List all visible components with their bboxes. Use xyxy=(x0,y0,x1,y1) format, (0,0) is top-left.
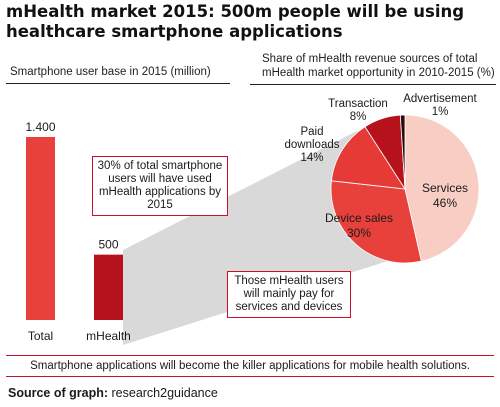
pie-chart-subtitle: Share of mHealth revenue sources of tota… xyxy=(262,53,495,79)
bar-value-label-total: 1.400 xyxy=(25,120,55,134)
source-value: research2guidance xyxy=(111,386,218,400)
pie-value-device-sales: 30% xyxy=(347,226,371,240)
funnel-connector xyxy=(123,131,391,345)
pie-subtitle-rule xyxy=(250,84,496,85)
pie-label-device-sales: Device sales xyxy=(325,211,393,225)
pie-value-advertisement: 1% xyxy=(432,106,449,118)
chart-title: mHealth market 2015: 500m people will be… xyxy=(6,2,465,41)
pie-label-services: Services xyxy=(422,181,468,195)
bar-value-label-mhealth: 500 xyxy=(98,238,118,252)
pie-slice-device-sales xyxy=(330,180,422,264)
pie-slice-services xyxy=(404,114,480,262)
callout-payment: Those mHealth users will mainly pay for … xyxy=(227,271,351,318)
source-line: Source of graph: research2guidance xyxy=(8,386,218,400)
source-label: Source of graph: xyxy=(8,386,109,400)
pie-label-paid-downloads-line1: Paid xyxy=(300,126,323,138)
pie-label-paid-downloads-line2: downloads xyxy=(285,139,340,151)
bar-subtitle-rule xyxy=(6,83,230,84)
pie-label-transaction: Transaction xyxy=(328,98,388,110)
bar-mhealth xyxy=(94,254,123,320)
pie-value-paid-downloads: 14% xyxy=(300,152,323,164)
callout-mhealth-share: 30% of total smartphone users will have … xyxy=(92,156,228,216)
pie-slice-advertisement xyxy=(399,114,406,190)
bar-chart-subtitle: Smartphone user base in 2015 (million) xyxy=(10,66,211,78)
bar-category-label-mhealth: mHealth xyxy=(86,329,131,343)
pie-label-advertisement: Advertisement xyxy=(403,93,477,105)
bar-total xyxy=(26,137,55,320)
pie-slice-paid-downloads xyxy=(331,126,406,190)
bar-category-label-total: Total xyxy=(28,329,53,343)
conclusion-box: Smartphone applications will become the … xyxy=(6,355,494,377)
pie-value-services: 46% xyxy=(433,196,457,210)
pie-value-transaction: 8% xyxy=(350,111,367,123)
